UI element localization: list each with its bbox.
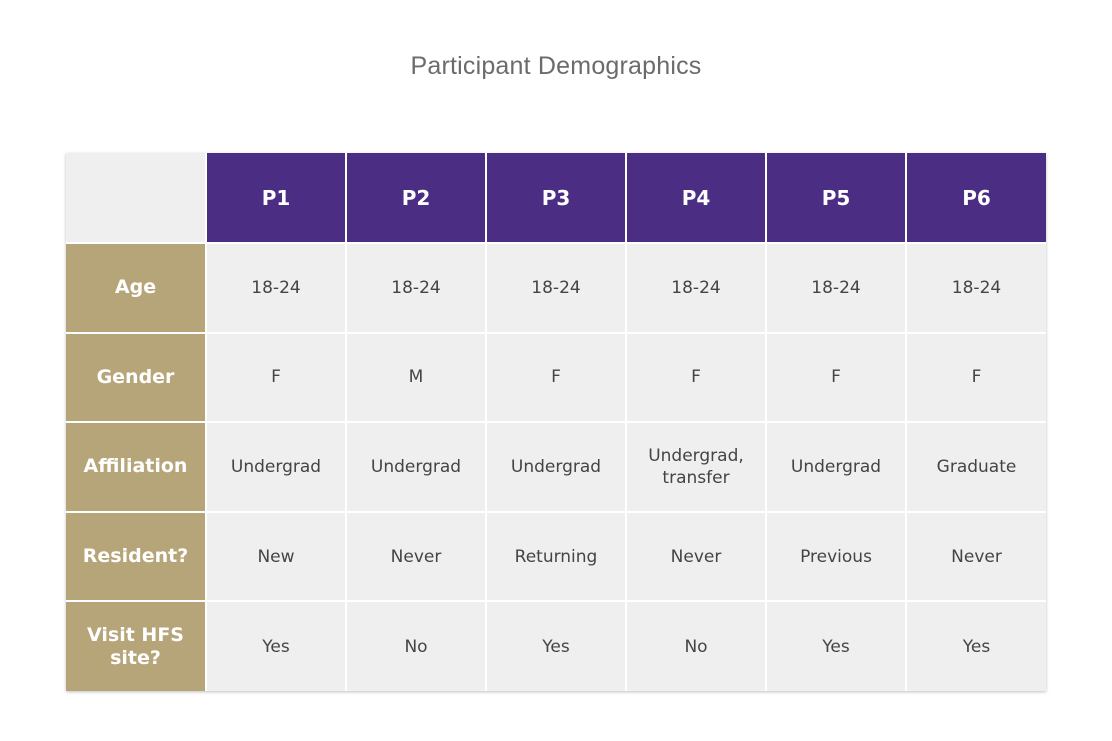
column-header: P5 bbox=[765, 153, 907, 243]
row-header-label: Resident? bbox=[82, 545, 189, 568]
table-cell: Yes bbox=[205, 600, 347, 691]
table-row-age: Age 18-24 18-24 18-24 18-24 18-24 18-24 bbox=[66, 242, 1046, 334]
table-cell: New bbox=[205, 510, 347, 603]
row-header-label: Visit HFS site? bbox=[87, 623, 184, 669]
row-header: Gender bbox=[66, 331, 207, 424]
table-cell: Undergrad bbox=[205, 421, 347, 513]
table-cell: Undergrad bbox=[765, 421, 907, 513]
table-cell: No bbox=[345, 600, 487, 691]
table-cell: Returning bbox=[485, 510, 627, 603]
table-cell: 18-24 bbox=[905, 242, 1046, 334]
table-cell: Yes bbox=[765, 600, 907, 691]
table-cell: 18-24 bbox=[345, 242, 487, 334]
table-cell: 18-24 bbox=[765, 242, 907, 334]
table-cell: No bbox=[625, 600, 767, 691]
demographics-table: P1 P2 P3 P4 P5 P6 Age 18-24 18-24 18-24 … bbox=[66, 153, 1046, 691]
column-header: P2 bbox=[345, 153, 487, 243]
table-cell: Yes bbox=[485, 600, 627, 691]
table-cell: Undergrad bbox=[345, 421, 487, 513]
table-cell: Undergrad, transfer bbox=[625, 421, 767, 513]
table-row-visit-hfs-site: Visit HFS site? Yes No Yes No Yes Yes bbox=[66, 600, 1046, 691]
row-header: Resident? bbox=[66, 510, 207, 603]
table-row-affiliation: Affiliation Undergrad Undergrad Undergra… bbox=[66, 421, 1046, 513]
page-title: Participant Demographics bbox=[410, 52, 702, 80]
corner-cell bbox=[66, 153, 207, 243]
table-cell: Never bbox=[345, 510, 487, 603]
table-cell: Yes bbox=[905, 600, 1046, 691]
table-cell: Previous bbox=[765, 510, 907, 603]
row-header: Affiliation bbox=[66, 421, 207, 513]
table-cell: 18-24 bbox=[625, 242, 767, 334]
row-header: Visit HFS site? bbox=[66, 600, 207, 691]
row-header: Age bbox=[66, 242, 207, 334]
column-header: P4 bbox=[625, 153, 767, 243]
table-row-gender: Gender F M F F F F bbox=[66, 331, 1046, 424]
column-header: P6 bbox=[905, 153, 1046, 243]
row-header-label: Gender bbox=[96, 365, 175, 388]
column-header: P1 bbox=[205, 153, 347, 243]
table-cell: Undergrad bbox=[485, 421, 627, 513]
table-cell: Never bbox=[625, 510, 767, 603]
demographics-table-container: P1 P2 P3 P4 P5 P6 Age 18-24 18-24 18-24 … bbox=[66, 153, 1046, 691]
table-cell: Never bbox=[905, 510, 1046, 603]
column-header: P3 bbox=[485, 153, 627, 243]
row-header-label: Age bbox=[114, 276, 157, 299]
table-cell: 18-24 bbox=[205, 242, 347, 334]
table-cell: F bbox=[625, 331, 767, 424]
table-cell: F bbox=[765, 331, 907, 424]
table-cell: F bbox=[485, 331, 627, 424]
table-row-resident: Resident? New Never Returning Never Prev… bbox=[66, 510, 1046, 603]
header-row: P1 P2 P3 P4 P5 P6 bbox=[66, 153, 1046, 243]
table-cell: F bbox=[905, 331, 1046, 424]
table-cell: Graduate bbox=[905, 421, 1046, 513]
table-cell: F bbox=[205, 331, 347, 424]
table-cell: 18-24 bbox=[485, 242, 627, 334]
row-header-label: Affiliation bbox=[83, 455, 188, 478]
table-cell: M bbox=[345, 331, 487, 424]
